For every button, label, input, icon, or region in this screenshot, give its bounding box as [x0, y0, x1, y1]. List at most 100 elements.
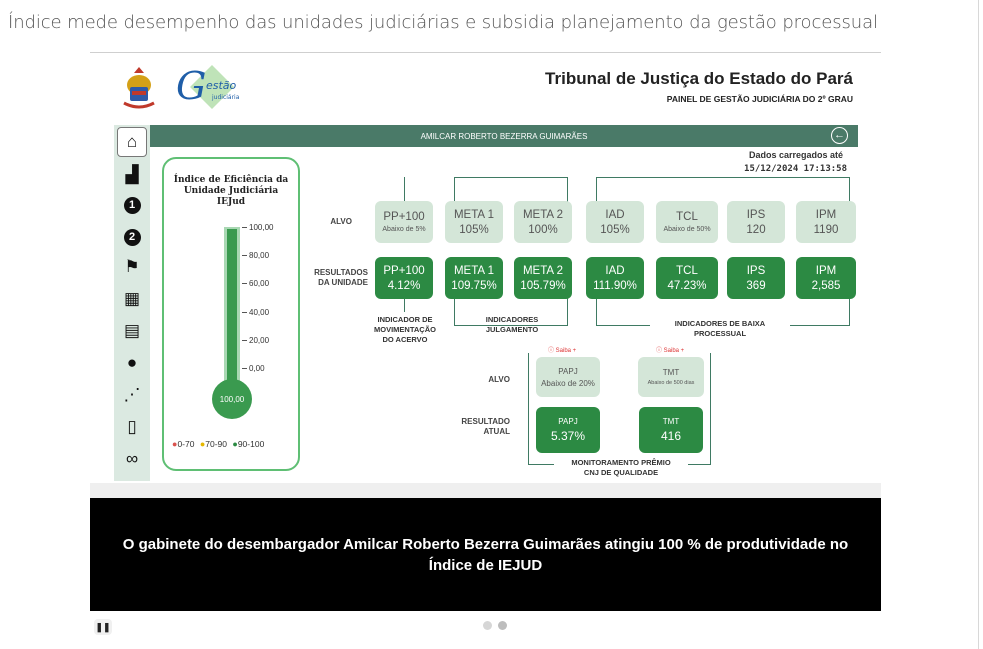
target-name: IPM: [815, 208, 837, 221]
group-label-line: INDICADOR DE: [377, 315, 433, 324]
saiba-mais-link-tmt[interactable]: ⓘ Saiba +: [656, 348, 685, 354]
pause-button[interactable]: ❚❚: [94, 619, 112, 635]
step-one-icon[interactable]: 1: [118, 191, 146, 219]
connector-line: [528, 353, 529, 465]
caption-line2: Índice de IEJUD: [428, 556, 543, 574]
result-name: TCL: [676, 264, 698, 277]
connector-line: [596, 177, 850, 178]
resultados-label: RESULTADOS DA UNIDADE: [302, 268, 368, 288]
target-value: 105%: [600, 223, 630, 236]
result-value: 47.23%: [667, 279, 707, 292]
result-card-tmt[interactable]: TMT 416: [639, 407, 703, 453]
target-card-tcl[interactable]: TCL Abaixo de 50%: [656, 201, 718, 243]
result-name: META 1: [453, 264, 495, 277]
saiba-mais-link-papj[interactable]: ⓘ Saiba +: [548, 348, 577, 354]
target-value: Abaixo de 50%: [663, 226, 711, 233]
footsteps-icon[interactable]: ⋰: [123, 385, 141, 404]
connector-line: [454, 325, 568, 326]
connector-line: [596, 177, 597, 203]
result-value: 369: [746, 279, 766, 292]
article-headline: Índice mede desempenho das unidades judi…: [8, 12, 878, 33]
scrollbar-track[interactable]: [978, 0, 979, 649]
data-loaded-timestamp: 15/12/2024 17:13:58: [744, 164, 847, 174]
svg-text:judiciária: judiciária: [211, 94, 240, 101]
alvo-label: ALVO: [330, 217, 352, 226]
data-loaded-label: Dados carregados até: [748, 150, 843, 160]
group-label-movimentacao: INDICADOR DE MOVIMENTAÇÃO DO ACERVO: [360, 315, 450, 345]
connector-line: [454, 177, 568, 178]
target-value: 120: [746, 223, 766, 236]
gestao-judiciaria-logo: G estão judiciária: [176, 64, 240, 109]
connector-line: [567, 290, 568, 326]
result-name: PAPJ: [558, 417, 578, 426]
document-icon[interactable]: ▯: [127, 417, 137, 436]
target-value: 100%: [528, 223, 558, 236]
result-name: PP+100: [383, 264, 425, 277]
link-icon[interactable]: ∞: [125, 449, 139, 468]
target-card-tmt[interactable]: TMT Abaixo de 500 dias: [638, 357, 704, 397]
result-card-meta1[interactable]: META 1 109.75%: [445, 257, 503, 299]
thermometer-title-line3: IEJud: [216, 197, 246, 207]
tick-label: 100,00: [242, 223, 273, 232]
legend-dot-green: ●: [232, 439, 238, 449]
iejud-thermometer-panel: Índice de Eficiência da Unidade Judiciár…: [162, 157, 300, 471]
connector-line: [596, 290, 597, 326]
building-icon[interactable]: ▦: [123, 289, 141, 308]
target-card-meta1[interactable]: META 1 105%: [445, 201, 503, 243]
target-card-meta2[interactable]: META 2 100%: [514, 201, 572, 243]
result-card-ips[interactable]: IPS 369: [727, 257, 785, 299]
legend-range-high: 90-100: [237, 439, 265, 449]
target-card-papj[interactable]: PAPJ Abaixo de 20%: [536, 357, 600, 397]
back-arrow-icon[interactable]: ←: [831, 127, 848, 144]
thermometer-title: Índice de Eficiência da Unidade Judiciár…: [164, 175, 298, 208]
home-icon[interactable]: ⌂: [117, 127, 147, 157]
people-running-icon[interactable]: ⚑: [124, 257, 140, 276]
result-card-iad[interactable]: IAD 111.90%: [586, 257, 644, 299]
legend-range-low: 0-70: [177, 439, 195, 449]
result-name: IPM: [815, 264, 837, 277]
target-name: TCL: [676, 211, 698, 223]
step-two-icon[interactable]: 2: [118, 223, 146, 251]
id-card-icon[interactable]: ▤: [123, 321, 141, 340]
result-card-tcl[interactable]: TCL 47.23%: [656, 257, 718, 299]
target-name: META 1: [453, 208, 495, 221]
carousel-dot-1[interactable]: [483, 621, 492, 630]
target-name: TMT: [662, 368, 680, 377]
carousel-dot-2[interactable]: [498, 621, 507, 630]
connector-line: [404, 177, 405, 203]
result-card-meta2[interactable]: META 2 105.79%: [514, 257, 572, 299]
group-label-baixa: INDICADORES DE BAIXA PROCESSUAL: [650, 319, 790, 339]
user-shield-icon[interactable]: ●: [126, 353, 138, 372]
resultado-atual-label: RESULTADO ATUAL: [442, 417, 510, 437]
group-label-julgamento: INDICADORES JULGAMENTO: [462, 315, 562, 335]
org-chart-icon[interactable]: ▟: [125, 165, 139, 184]
legend-range-mid: 70-90: [205, 439, 228, 449]
target-name: PP+100: [383, 211, 425, 223]
connector-line: [454, 290, 455, 326]
group-label-line: MONITORAMENTO PRÊMIO: [571, 458, 671, 467]
legend-dot-yellow: ●: [199, 439, 206, 449]
carousel-slide-image: G estão judiciária Tribunal de Justiça d…: [90, 52, 881, 499]
step-one-number: 1: [123, 196, 141, 214]
target-card-ips[interactable]: IPS 120: [727, 201, 785, 243]
target-name: META 2: [522, 208, 564, 221]
target-value: Abaixo de 5%: [382, 226, 426, 233]
pause-icon: ❚❚: [95, 621, 111, 632]
thermometer-title-line2: Unidade Judiciária: [183, 186, 279, 196]
tick-label: 40,00: [242, 308, 269, 317]
result-card-papj[interactable]: PAPJ 5.37%: [536, 407, 600, 453]
result-name: TMT: [662, 417, 680, 426]
target-card-pp100[interactable]: PP+100 Abaixo de 5%: [375, 201, 433, 243]
thermometer-title-line1: Índice de Eficiência da: [173, 175, 289, 185]
thermometer-level-fill: [227, 229, 237, 395]
target-value: 105%: [459, 223, 489, 236]
saiba-mais-text: Saiba +: [555, 348, 577, 354]
target-card-iad[interactable]: IAD 105%: [586, 201, 644, 243]
result-card-pp100[interactable]: PP+100 4.12%: [375, 257, 433, 299]
slide-bottom-band: [90, 483, 881, 499]
result-card-ipm[interactable]: IPM 2,585: [796, 257, 856, 299]
tjpa-crest-logo: [123, 67, 155, 109]
group-label-line: JULGAMENTO: [485, 325, 539, 334]
target-card-ipm[interactable]: IPM 1190: [796, 201, 856, 243]
